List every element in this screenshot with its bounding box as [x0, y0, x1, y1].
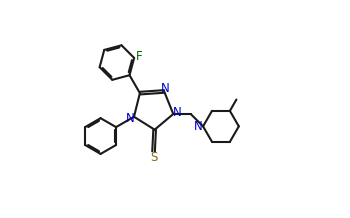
Text: N: N: [126, 112, 135, 125]
Text: N: N: [173, 106, 182, 119]
Text: N: N: [194, 120, 203, 133]
Text: S: S: [150, 151, 157, 164]
Text: F: F: [135, 50, 142, 63]
Text: N: N: [161, 82, 170, 95]
